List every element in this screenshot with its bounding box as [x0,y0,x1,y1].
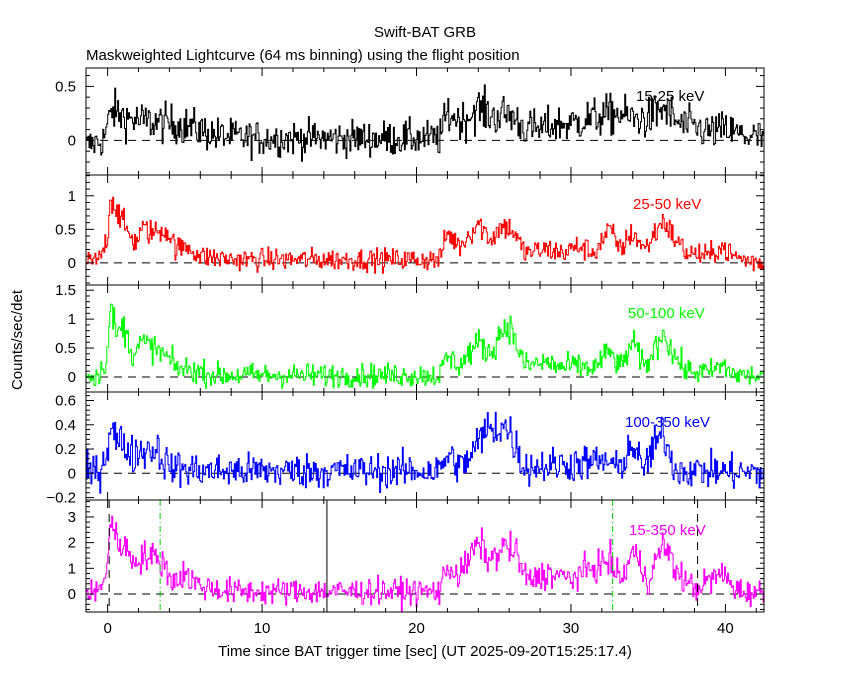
series-line-1 [86,196,764,274]
y-tick-label: 0.2 [55,441,76,458]
y-axis-label: Counts/sec/det [9,289,26,390]
y-tick-label: 1.5 [55,282,76,299]
x-tick-label: 20 [408,620,425,637]
x-tick-label: 10 [254,620,271,637]
y-tick-label: 0.5 [55,78,76,95]
y-tick-label: 0.5 [55,340,76,357]
x-tick-label: 30 [563,620,580,637]
series-label-2: 50-100 keV [628,305,705,322]
panel-frame-0 [85,67,765,176]
x-tick-label: 40 [717,620,734,637]
y-tick-label: 0 [68,255,76,272]
y-tick-label: 0 [68,369,76,386]
y-tick-label: 0 [68,586,76,603]
series-label-3: 100-350 keV [625,414,710,431]
y-tick-label: 0.5 [55,221,76,238]
y-tick-label: 2 [68,535,76,552]
x-tick-label: 0 [103,620,111,637]
panel-frame-4 [85,499,765,613]
y-tick-label: 0 [68,132,76,149]
series-line-0 [86,84,764,162]
y-tick-label: −0.2 [46,490,76,507]
series-label-0: 15-25 keV [636,88,704,105]
series-line-4 [86,515,764,612]
chart-subtitle: Maskweighted Lightcurve (64 ms binning) … [86,47,520,64]
y-tick-label: 1 [68,560,76,577]
y-tick-label: 0.4 [55,417,76,434]
y-tick-label: 1 [68,188,76,205]
y-tick-label: 1 [68,311,76,328]
y-tick-label: 3 [68,509,76,526]
series-line-3 [86,411,764,494]
x-axis-label: Time since BAT trigger time [sec] (UT 20… [218,643,632,660]
series-line-2 [86,303,764,389]
chart-title: Swift-BAT GRB [374,24,476,41]
series-label-4: 15-350 keV [629,522,706,539]
y-tick-label: 0 [68,465,76,482]
y-tick-label: 0.6 [55,392,76,409]
series-label-1: 25-50 keV [633,196,701,213]
